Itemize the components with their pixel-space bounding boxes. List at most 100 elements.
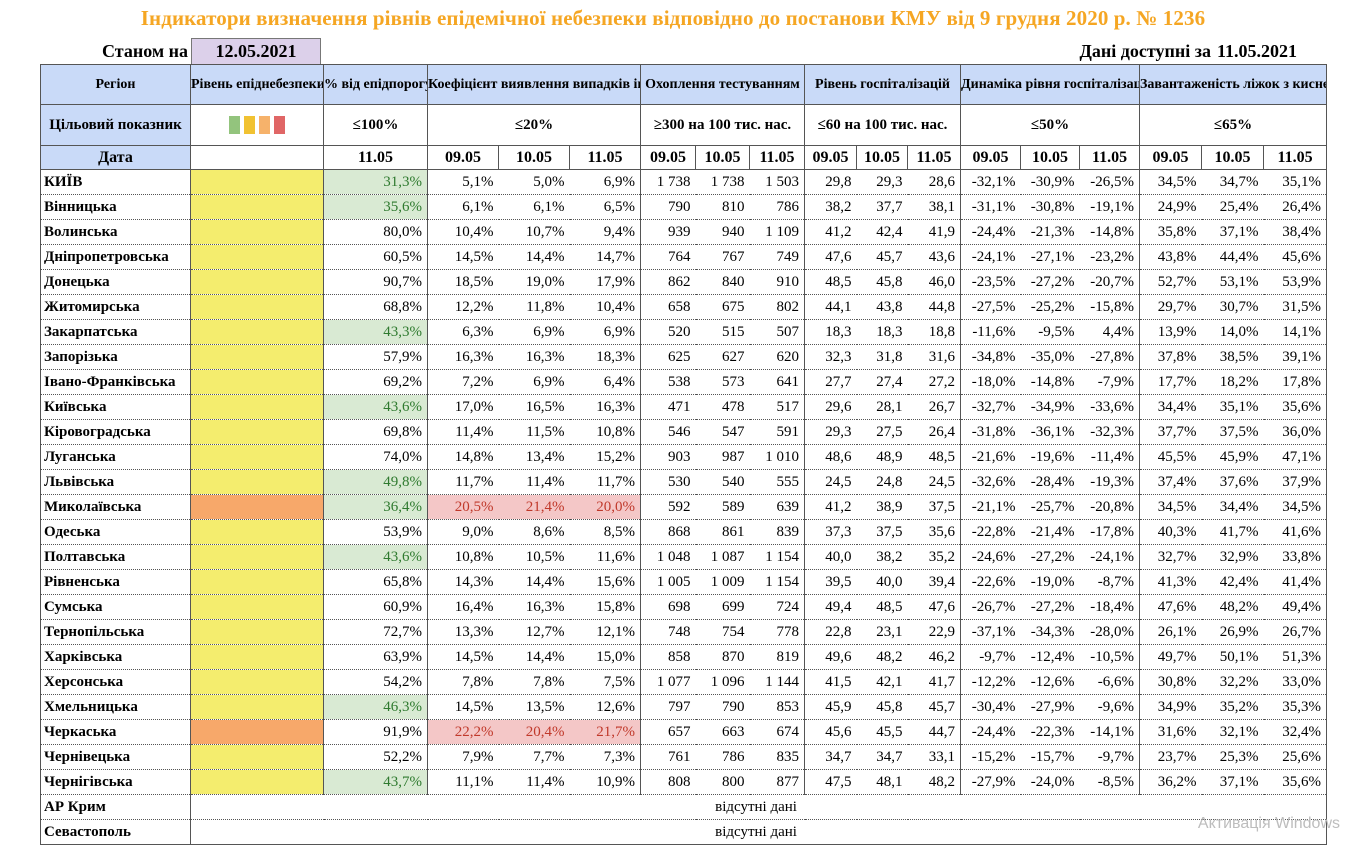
test-value: 819	[749, 644, 805, 670]
level-indicator	[190, 694, 324, 720]
region-name: Одеська	[40, 519, 191, 545]
oxy-value: 41,3%	[1139, 569, 1202, 595]
oxy-value: 31,6%	[1139, 719, 1202, 745]
level-indicator	[190, 619, 324, 645]
table-row: Чернівецька 52,2% 7,9% 7,7% 7,3% 761 786 835 34,…	[40, 744, 1328, 770]
dyn-value: -34,3%	[1020, 619, 1080, 645]
region-name: Івано-Франківська	[40, 369, 191, 395]
region-name: Херсонська	[40, 669, 191, 695]
det-value: 5,1%	[427, 169, 499, 195]
threshold-value: 43,6%	[323, 544, 428, 570]
hosp-value: 35,2	[907, 544, 961, 570]
det-value: 7,3%	[569, 744, 641, 770]
det-value: 10,7%	[498, 219, 570, 245]
data-available-date: 11.05.2021	[1216, 41, 1297, 61]
oxy-value: 31,5%	[1263, 294, 1328, 320]
table-row: Київська 43,6% 17,0% 16,5% 16,3% 471 478 517 29,…	[40, 394, 1328, 420]
threshold-value: 69,8%	[323, 419, 428, 445]
det-value: 13,3%	[427, 619, 499, 645]
test-value: 748	[640, 619, 696, 645]
header-region: Регіон	[40, 64, 191, 105]
oxy-value: 35,1%	[1263, 169, 1328, 195]
oxy-value: 39,1%	[1263, 344, 1328, 370]
hosp-value: 45,8	[856, 694, 908, 720]
det-value: 20,4%	[498, 719, 570, 745]
header-dynamics: Динаміка рівня госпіталізацій	[959, 64, 1141, 105]
dyn-value: -6,6%	[1079, 669, 1141, 695]
oxy-value: 41,6%	[1263, 519, 1328, 545]
oxy-value: 26,1%	[1139, 619, 1202, 645]
oxy-value: 32,1%	[1201, 719, 1264, 745]
threshold-value: 60,5%	[323, 244, 428, 270]
date-threshold: 11.05	[323, 145, 428, 170]
date-label: Дата	[40, 145, 191, 170]
hosp-value: 34,7	[856, 744, 908, 770]
region-name: Кіровоградська	[40, 419, 191, 445]
det-value: 10,4%	[569, 294, 641, 320]
dyn-value: -24,6%	[960, 544, 1021, 570]
date-cell: 09.05	[640, 145, 696, 170]
region-name: Севастополь	[40, 819, 191, 845]
test-value: 764	[640, 244, 696, 270]
det-value: 19,0%	[498, 269, 570, 295]
oxy-value: 17,7%	[1139, 369, 1202, 395]
as-of-date: 12.05.2021	[191, 38, 321, 65]
test-value: 835	[749, 744, 805, 770]
test-value: 767	[695, 244, 750, 270]
det-value: 21,4%	[498, 494, 570, 520]
threshold-value: 91,9%	[323, 719, 428, 745]
region-name: Хмельницька	[40, 694, 191, 720]
table-row: Донецька 90,7% 18,5% 19,0% 17,9% 862 840 910 48,…	[40, 269, 1328, 295]
dyn-value: -8,7%	[1079, 569, 1141, 595]
target-detection: ≤20%	[427, 104, 641, 146]
level-swatch	[259, 116, 270, 134]
test-value: 1 154	[749, 569, 805, 595]
test-value: 870	[695, 644, 750, 670]
region-name: Запорізька	[40, 344, 191, 370]
oxy-value: 26,4%	[1263, 194, 1328, 220]
threshold-value: 53,9%	[323, 519, 428, 545]
dyn-value: -31,1%	[960, 194, 1021, 220]
level-indicator	[190, 394, 324, 420]
dyn-value: -27,2%	[1020, 269, 1080, 295]
hosp-value: 48,5	[856, 594, 908, 620]
test-value: 1 738	[640, 169, 696, 195]
dyn-value: -22,6%	[960, 569, 1021, 595]
table-row: Львівська 49,8% 11,7% 11,4% 11,7% 530 540 555 24…	[40, 469, 1328, 495]
dyn-value: -14,8%	[1079, 219, 1141, 245]
det-value: 15,8%	[569, 594, 641, 620]
test-value: 1 010	[749, 444, 805, 470]
hosp-value: 43,6	[907, 244, 961, 270]
level-indicator	[190, 244, 324, 270]
hosp-value: 38,2	[804, 194, 857, 220]
det-value: 10,5%	[498, 544, 570, 570]
test-value: 861	[695, 519, 750, 545]
hosp-value: 39,5	[804, 569, 857, 595]
level-indicator	[190, 594, 324, 620]
test-value: 724	[749, 594, 805, 620]
oxy-value: 49,4%	[1263, 594, 1328, 620]
oxy-value: 36,0%	[1263, 419, 1328, 445]
test-value: 910	[749, 269, 805, 295]
det-value: 18,3%	[569, 344, 641, 370]
test-value: 620	[749, 344, 805, 370]
test-value: 1 154	[749, 544, 805, 570]
table-row: Луганська 74,0% 14,8% 13,4% 15,2% 903 987 1 010…	[40, 444, 1328, 470]
hosp-value: 24,5	[907, 469, 961, 495]
oxy-value: 34,5%	[1139, 169, 1202, 195]
dyn-value: -17,8%	[1079, 519, 1141, 545]
table-row: Тернопільська 72,7% 13,3% 12,7% 12,1% 748 754 7…	[40, 619, 1328, 645]
region-name: Волинська	[40, 219, 191, 245]
hosp-value: 47,5	[804, 769, 857, 795]
threshold-value: 68,8%	[323, 294, 428, 320]
level-indicator	[190, 744, 324, 770]
date-cell: 10.05	[498, 145, 570, 170]
oxy-value: 50,1%	[1201, 644, 1264, 670]
level-indicator	[190, 319, 324, 345]
dyn-value: -8,5%	[1079, 769, 1141, 795]
level-indicator	[190, 194, 324, 220]
test-value: 663	[695, 719, 750, 745]
dyn-value: -21,3%	[1020, 219, 1080, 245]
dyn-value: -20,7%	[1079, 269, 1141, 295]
det-value: 18,5%	[427, 269, 499, 295]
